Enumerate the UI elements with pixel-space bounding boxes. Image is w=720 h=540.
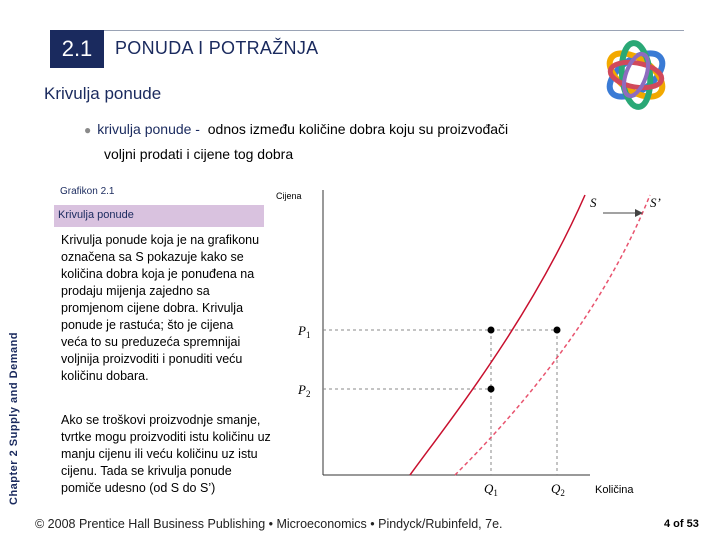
figure-title-box — [54, 205, 264, 227]
supply-curve-s-prime — [454, 194, 651, 476]
figure-shift-description: Ako se troškovi proizvodnje smanje, tvrt… — [61, 413, 271, 495]
section-number: 2.1 — [50, 30, 104, 68]
section-title: PONUDA I POTRAŽNJA — [115, 38, 319, 58]
y-axis-label: Cijena — [276, 191, 302, 201]
rings-logo-icon — [606, 40, 666, 110]
page-number: 4 of 53 — [664, 518, 699, 530]
tick-label-p1: P1 — [297, 323, 310, 340]
definition-text: odnos između količine dobra koju su proi… — [207, 121, 509, 137]
point-q2-p1 — [553, 326, 561, 334]
footer-credit: © 2008 Prentice Hall Business Publishing… — [35, 517, 503, 531]
definition-text-continued: voljni prodati i cijene tog dobra — [104, 146, 294, 162]
curve-label-s: S — [590, 195, 597, 210]
figure-title: Krivulja ponude — [58, 209, 134, 221]
x-axis-label: Količina — [595, 484, 634, 496]
point-q1-p1 — [487, 326, 495, 334]
header-rule — [104, 30, 684, 31]
curve-label-s-prime: S’ — [650, 195, 661, 210]
definition-term: krivulja ponude - — [97, 121, 200, 137]
tick-label-q1: Q1 — [484, 481, 498, 498]
definition-line: ● krivulja ponude - odnos između količine… — [84, 121, 508, 137]
bullet-icon: ● — [84, 123, 92, 137]
tick-label-q2: Q2 — [551, 481, 565, 498]
figure-description: Krivulja ponude koja je na grafikonu ozn… — [61, 233, 260, 383]
supply-curve-s — [409, 194, 586, 476]
point-q1-p2 — [487, 385, 495, 393]
subheading: Krivulja ponude — [44, 84, 162, 103]
tick-label-p2: P2 — [297, 382, 310, 399]
figure-label: Grafikon 2.1 — [60, 186, 115, 197]
